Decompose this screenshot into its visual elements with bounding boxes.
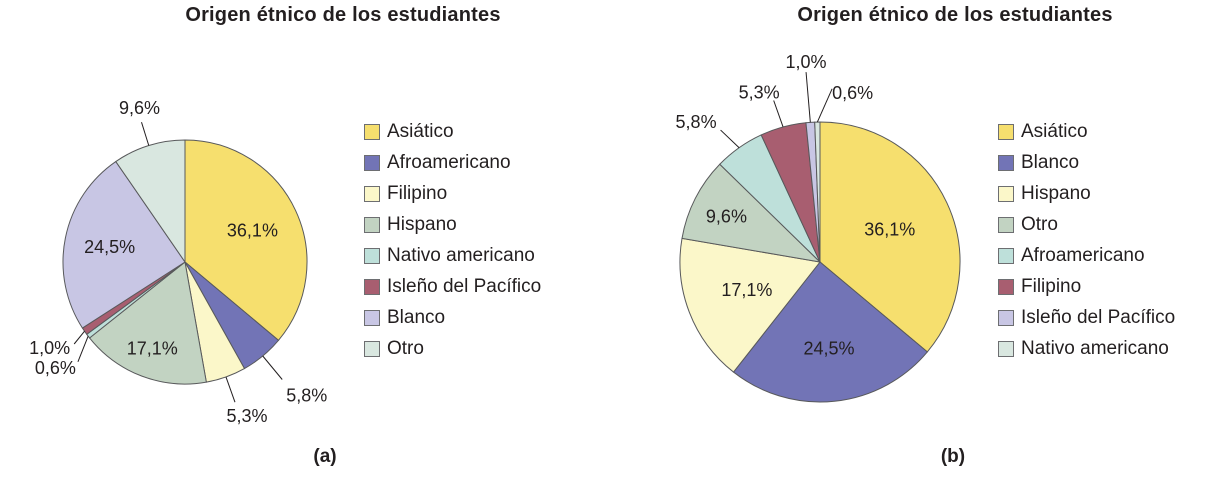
legend-label: Hispano	[1021, 182, 1091, 204]
slice-value-label: 9,6%	[706, 206, 747, 226]
chart-b-caption: (b)	[940, 446, 966, 467]
legend-color-swatch	[998, 154, 1014, 171]
chart-b-legend: Asiático Blanco Hispano Otro Afroamericano Fi…	[998, 116, 1175, 364]
chart-a-legend: Asiático Afroamericano Filipino Hispano Nati…	[364, 116, 541, 364]
legend-label: Otro	[1021, 213, 1058, 235]
legend-item: Otro	[998, 209, 1175, 240]
label-leader-line	[225, 376, 236, 403]
legend-item: Isleño del Pacífico	[364, 271, 541, 302]
slice-value-label: 1,0%	[29, 338, 70, 358]
legend-label: Afroamericano	[387, 151, 511, 173]
slice-value-label: 5,3%	[226, 406, 267, 426]
pie-a-slice-6	[62, 160, 186, 329]
slice-value-label: 5,8%	[676, 112, 717, 132]
legend-color-swatch	[364, 340, 380, 357]
legend-item: Blanco	[998, 147, 1175, 178]
legend-label: Filipino	[387, 182, 448, 204]
slice-value-label: 24,5%	[84, 237, 135, 257]
legend-color-swatch	[364, 309, 380, 326]
legend-color-swatch	[998, 278, 1014, 295]
legend-item: Afroamericano	[364, 147, 541, 178]
legend-label: Asiático	[387, 120, 454, 142]
legend-color-swatch	[998, 247, 1014, 264]
legend-label: Asiático	[1021, 120, 1088, 142]
legend-item: Asiático	[998, 116, 1175, 147]
legend-label: Blanco	[1021, 151, 1080, 173]
legend-item: Filipino	[998, 271, 1175, 302]
pie-a-slice-0	[184, 139, 308, 342]
legend-item: Nativo americano	[998, 333, 1175, 364]
legend-color-swatch	[998, 309, 1014, 326]
label-leader-line	[141, 122, 150, 146]
slice-value-label: 24,5%	[803, 338, 854, 358]
label-leader-line	[77, 335, 89, 363]
legend-color-swatch	[998, 340, 1014, 357]
legend-item: Hispano	[998, 178, 1175, 209]
legend-color-swatch	[364, 123, 380, 140]
slice-value-label: 17,1%	[721, 280, 772, 300]
slice-value-label: 17,1%	[127, 339, 178, 359]
legend-label: Nativo americano	[387, 244, 535, 266]
pie-b-slice-3	[681, 163, 822, 263]
legend-label: Filipino	[1021, 275, 1082, 297]
chart-a-title: Origen étnico de los estudiantes	[185, 4, 501, 26]
slice-value-label: 5,8%	[286, 386, 327, 406]
slice-value-label: 0,6%	[832, 83, 873, 103]
legend-item: Nativo americano	[364, 240, 541, 271]
slice-value-label: 36,1%	[227, 221, 278, 241]
legend-label: Otro	[387, 337, 424, 359]
legend-label: Isleño del Pacífico	[387, 275, 542, 297]
label-leader-line	[773, 100, 784, 128]
slice-value-label: 5,3%	[739, 83, 780, 103]
legend-color-swatch	[364, 278, 380, 295]
legend-item: Blanco	[364, 302, 541, 333]
legend-color-swatch	[998, 216, 1014, 233]
legend-item: Otro	[364, 333, 541, 364]
slice-value-label: 0,6%	[35, 358, 76, 378]
legend-color-swatch	[364, 185, 380, 202]
legend-color-swatch	[364, 216, 380, 233]
pie-b-slice-0	[819, 121, 961, 353]
label-leader-line	[816, 88, 833, 123]
label-leader-line	[805, 72, 811, 123]
legend-item: Filipino	[364, 178, 541, 209]
slice-value-label: 36,1%	[864, 219, 915, 239]
legend-item: Afroamericano	[998, 240, 1175, 271]
pie-b-slice-1	[732, 261, 929, 403]
pie-b-slice-7	[814, 121, 821, 263]
legend-item: Isleño del Pacífico	[998, 302, 1175, 333]
legend-item: Hispano	[364, 209, 541, 240]
legend-label: Blanco	[387, 306, 446, 328]
label-leader-line	[262, 355, 283, 380]
legend-label: Hispano	[387, 213, 457, 235]
legend-label: Afroamericano	[1021, 244, 1145, 266]
label-leader-line	[73, 330, 85, 345]
slice-value-label: 9,6%	[119, 98, 160, 118]
legend-label: Isleño del Pacífico	[1021, 306, 1176, 328]
legend-label: Nativo americano	[1021, 337, 1169, 359]
chart-a-caption: (a)	[313, 446, 337, 467]
legend-color-swatch	[364, 247, 380, 264]
slice-value-label: 1,0%	[786, 52, 827, 72]
pie-b-slice-2	[679, 237, 821, 373]
legend-color-swatch	[364, 154, 380, 171]
label-leader-line	[720, 129, 740, 149]
legend-item: Asiático	[364, 116, 541, 147]
pie-a-slice-3	[88, 261, 207, 385]
chart-b-title: Origen étnico de los estudiantes	[797, 4, 1113, 26]
legend-color-swatch	[998, 185, 1014, 202]
legend-color-swatch	[998, 123, 1014, 140]
